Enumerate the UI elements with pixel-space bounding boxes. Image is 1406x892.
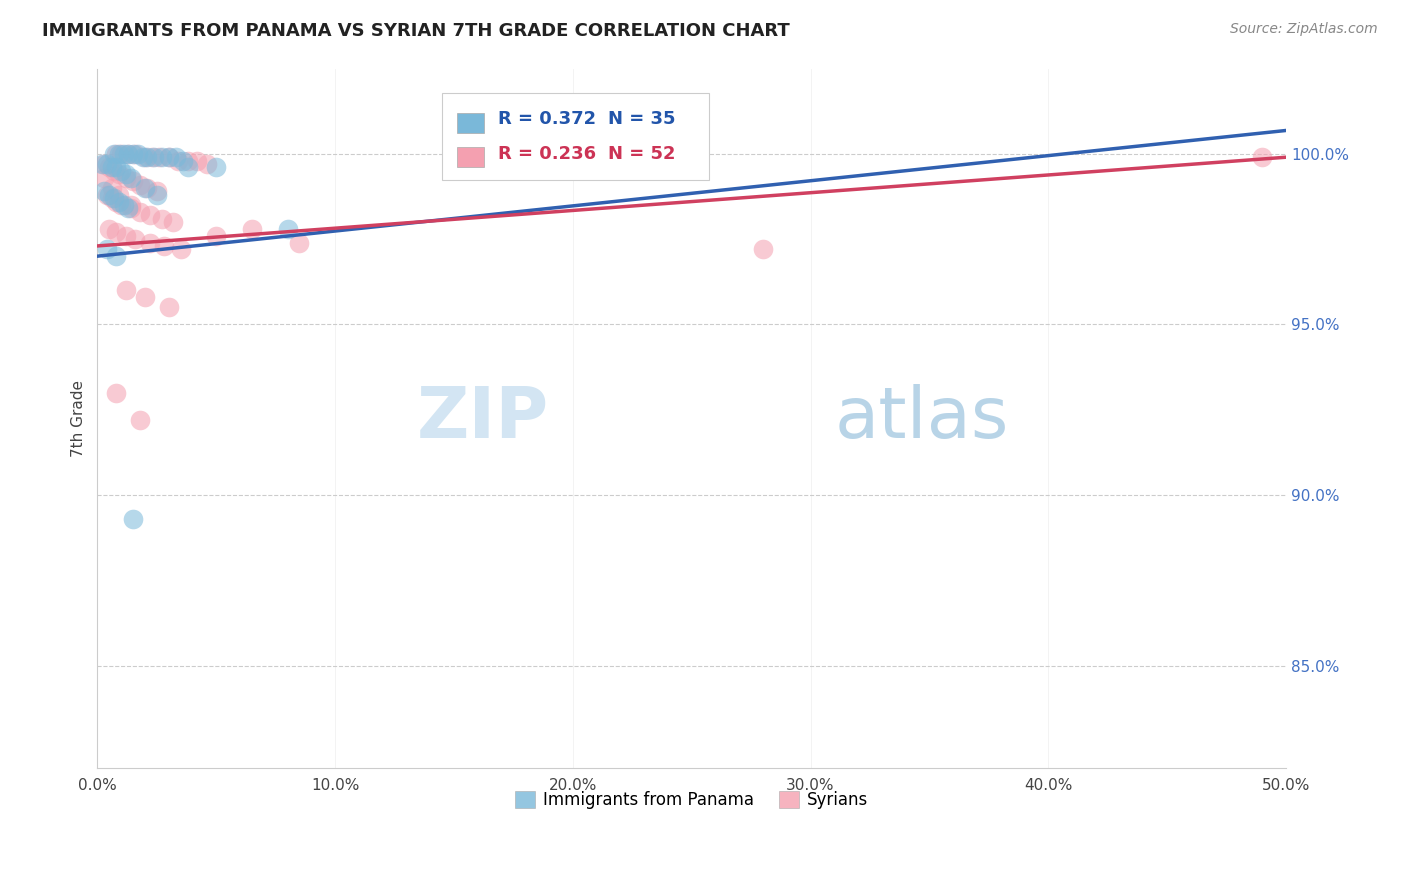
Point [105, 249, 128, 263]
Point [107, 167, 129, 181]
Text: ZIP: ZIP [416, 384, 548, 453]
FancyBboxPatch shape [441, 93, 710, 180]
Point [134, 181, 156, 195]
Point [93, 185, 115, 199]
Point [110, 198, 132, 212]
Point [150, 211, 173, 226]
Point [195, 157, 218, 171]
Point [115, 167, 138, 181]
Point [153, 239, 176, 253]
Point [205, 228, 228, 243]
Point [122, 512, 145, 526]
Point [107, 146, 129, 161]
Point [103, 146, 125, 161]
Point [100, 161, 122, 175]
Text: N = 52: N = 52 [609, 145, 676, 163]
Point [115, 228, 138, 243]
Point [122, 174, 145, 188]
Point [205, 161, 228, 175]
Point [107, 194, 129, 209]
Point [138, 235, 160, 250]
Point [165, 150, 187, 164]
Point [134, 290, 156, 304]
Point [157, 301, 180, 315]
Text: R = 0.372: R = 0.372 [498, 110, 596, 128]
Point [146, 185, 169, 199]
Bar [457, 112, 484, 133]
Point [100, 181, 122, 195]
Point [1251, 150, 1274, 164]
Point [100, 191, 122, 205]
Point [98, 222, 121, 236]
Point [120, 202, 142, 216]
Point [117, 146, 139, 161]
Point [112, 146, 135, 161]
Point [141, 150, 163, 164]
Point [129, 413, 152, 427]
Point [150, 150, 173, 164]
Text: R = 0.236: R = 0.236 [498, 145, 596, 163]
Point [131, 150, 153, 164]
Point [288, 235, 311, 250]
Point [115, 170, 138, 185]
Point [91, 157, 114, 171]
Point [105, 146, 128, 161]
Point [105, 225, 128, 239]
Point [162, 215, 184, 229]
Point [186, 153, 208, 168]
Point [103, 191, 125, 205]
Text: IMMIGRANTS FROM PANAMA VS SYRIAN 7TH GRADE CORRELATION CHART: IMMIGRANTS FROM PANAMA VS SYRIAN 7TH GRA… [42, 22, 790, 40]
Point [143, 150, 166, 164]
Bar [457, 147, 484, 168]
Point [124, 146, 146, 161]
Point [176, 161, 198, 175]
Point [112, 198, 135, 212]
Point [122, 146, 145, 161]
Point [107, 187, 129, 202]
Point [98, 187, 121, 202]
Point [146, 187, 169, 202]
Point [157, 150, 180, 164]
Text: Source: ZipAtlas.com: Source: ZipAtlas.com [1230, 22, 1378, 37]
Point [148, 150, 170, 164]
Point [103, 164, 125, 178]
Point [96, 243, 118, 257]
Point [110, 164, 132, 178]
Point [110, 146, 132, 161]
Point [96, 187, 118, 202]
Point [124, 232, 146, 246]
Point [105, 385, 128, 400]
Point [136, 181, 159, 195]
Point [117, 202, 139, 216]
Point [169, 243, 191, 257]
Point [98, 161, 121, 175]
Legend: Immigrants from Panama, Syrians: Immigrants from Panama, Syrians [508, 784, 876, 815]
Point [105, 194, 128, 209]
Point [138, 208, 160, 222]
Text: atlas: atlas [834, 384, 1008, 453]
Point [134, 150, 156, 164]
Point [172, 153, 194, 168]
Point [96, 157, 118, 171]
Point [127, 146, 149, 161]
Point [129, 178, 152, 192]
Point [752, 243, 775, 257]
Point [129, 204, 152, 219]
Point [115, 283, 138, 297]
Point [105, 161, 128, 175]
Point [157, 150, 180, 164]
Point [136, 150, 159, 164]
Point [167, 153, 190, 168]
Point [120, 170, 142, 185]
Point [176, 153, 198, 168]
Point [240, 222, 263, 236]
Point [120, 198, 142, 212]
Point [277, 222, 299, 236]
Point [117, 146, 139, 161]
Point [93, 157, 115, 171]
Text: N = 35: N = 35 [609, 110, 676, 128]
Y-axis label: 7th Grade: 7th Grade [72, 380, 86, 457]
Point [93, 170, 115, 185]
